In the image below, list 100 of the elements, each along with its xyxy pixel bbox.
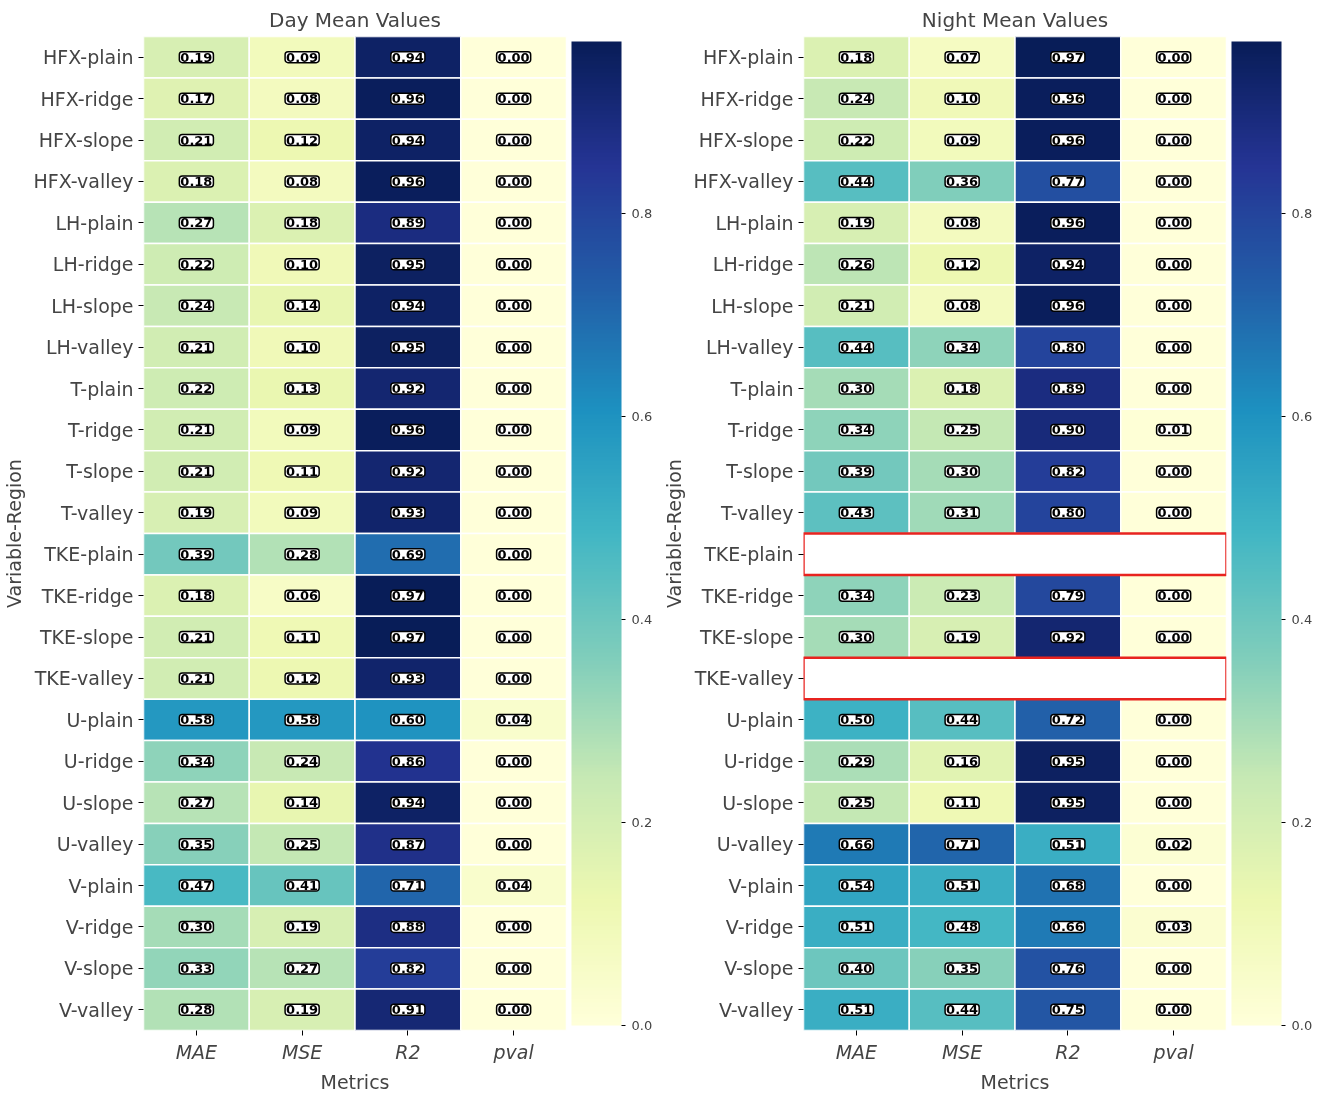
data-label: 0.96 — [1051, 215, 1084, 231]
data-label: 0.21 — [180, 339, 213, 355]
data-label: 0.00 — [497, 1002, 530, 1018]
data-label: 0.00 — [1157, 505, 1190, 521]
color-bar-label: 0.4 — [631, 612, 653, 628]
data-label: 0.35 — [180, 836, 213, 852]
color-bar-label: 0.6 — [1291, 409, 1313, 425]
y-tick-label: T-ridge — [726, 418, 794, 441]
data-label: 0.80 — [1051, 339, 1084, 355]
data-label: 0.58 — [286, 712, 319, 728]
data-label: 0.22 — [180, 256, 213, 272]
y-tick-label: LH-slope — [711, 294, 794, 317]
data-label: 0.11 — [286, 629, 319, 645]
x-axis-title: Metrics — [980, 1070, 1050, 1093]
data-label: 0.94 — [1051, 256, 1084, 272]
data-label: 0.12 — [946, 256, 979, 272]
data-label: 0.34 — [840, 588, 873, 604]
data-label: 0.97 — [391, 588, 424, 604]
data-label: 0.21 — [180, 629, 213, 645]
data-label: 0.89 — [1051, 381, 1084, 397]
data-label: 0.26 — [840, 256, 873, 272]
data-label: 0.00 — [497, 588, 530, 604]
data-label: 0.44 — [946, 1002, 979, 1018]
data-label: 0.27 — [286, 960, 319, 976]
data-label: 0.16 — [946, 753, 979, 769]
data-label: 0.24 — [180, 298, 213, 314]
data-label: 0.00 — [1157, 753, 1190, 769]
y-tick-label: LH-valley — [45, 336, 134, 359]
data-label: 0.30 — [180, 919, 213, 935]
y-tick-label: LH-slope — [51, 294, 134, 317]
data-label: 0.13 — [286, 381, 319, 397]
data-label: 0.14 — [286, 298, 319, 314]
data-label: 0.30 — [946, 463, 979, 479]
x-tick-label: MSE — [941, 1040, 983, 1063]
data-label: 0.92 — [391, 381, 424, 397]
y-tick-label: TKE-ridge — [40, 584, 134, 607]
data-label: 0.28 — [286, 546, 319, 562]
y-tick-label: V-plain — [68, 874, 134, 897]
color-bar-label: 0.8 — [1291, 206, 1313, 222]
data-label: 0.00 — [497, 505, 530, 521]
data-label: 0.24 — [286, 753, 319, 769]
data-label: 0.00 — [497, 753, 530, 769]
y-tick-label: T-ridge — [66, 418, 134, 441]
data-label: 0.94 — [391, 49, 424, 65]
data-label: 0.34 — [946, 339, 979, 355]
y-axis-title: Variable-Region — [663, 459, 686, 608]
data-label: 0.00 — [1157, 629, 1190, 645]
data-label: 0.44 — [840, 173, 873, 189]
data-label: 0.19 — [180, 505, 213, 521]
data-label: 0.96 — [1051, 91, 1084, 107]
data-label: 0.41 — [286, 878, 319, 894]
data-label: 0.17 — [180, 91, 213, 107]
data-label: 0.00 — [1157, 215, 1190, 231]
y-tick-label: LH-ridge — [52, 253, 134, 276]
color-bar-label: 0.4 — [1291, 612, 1313, 628]
data-label: 0.00 — [1157, 463, 1190, 479]
x-tick-label: R2 — [1055, 1040, 1081, 1063]
data-label: 0.23 — [946, 588, 979, 604]
y-axis-title: Variable-Region — [3, 459, 26, 608]
data-label: 0.51 — [840, 919, 873, 935]
data-label: 0.19 — [180, 49, 213, 65]
data-label: 0.00 — [497, 298, 530, 314]
y-tick-label: V-ridge — [65, 915, 134, 938]
data-label: 0.18 — [840, 49, 873, 65]
data-label: 0.96 — [1051, 298, 1084, 314]
data-label: 0.69 — [391, 546, 424, 562]
data-label: 0.71 — [946, 836, 979, 852]
x-tick-label: MAE — [175, 1040, 218, 1063]
data-label: 0.00 — [497, 215, 530, 231]
y-tick-label: HFX-plain — [43, 46, 134, 69]
data-label: 0.51 — [1051, 836, 1084, 852]
data-label: 0.11 — [286, 463, 319, 479]
x-tick-label: MSE — [281, 1040, 323, 1063]
data-label: 0.07 — [946, 49, 979, 65]
data-label: 0.29 — [840, 753, 873, 769]
data-label: 0.00 — [497, 49, 530, 65]
color-bar-label: 0.2 — [1291, 815, 1313, 831]
color-bar-label: 0.0 — [631, 1018, 653, 1033]
data-label: 0.00 — [1157, 1002, 1190, 1018]
data-label: 0.36 — [946, 173, 979, 189]
data-label: 0.44 — [840, 339, 873, 355]
data-label: 0.34 — [840, 422, 873, 438]
data-label: 0.01 — [1157, 422, 1190, 438]
data-label: 0.79 — [1051, 588, 1084, 604]
y-tick-label: T-slope — [65, 460, 134, 483]
data-label: 0.00 — [497, 629, 530, 645]
data-label: 0.00 — [497, 919, 530, 935]
data-label: 0.19 — [286, 919, 319, 935]
y-tick-label: V-ridge — [725, 915, 794, 938]
data-label: 0.02 — [1157, 836, 1190, 852]
y-tick-label: T-plain — [69, 377, 134, 400]
data-label: 0.68 — [1051, 878, 1084, 894]
data-label: 0.09 — [946, 132, 979, 148]
data-label: 0.96 — [391, 91, 424, 107]
data-label: 0.00 — [497, 381, 530, 397]
data-label: 0.19 — [286, 1002, 319, 1018]
data-label: 0.77 — [1051, 173, 1084, 189]
y-tick-label: TKE-valley — [33, 667, 134, 690]
data-label: 0.18 — [180, 173, 213, 189]
data-label: 0.19 — [946, 629, 979, 645]
